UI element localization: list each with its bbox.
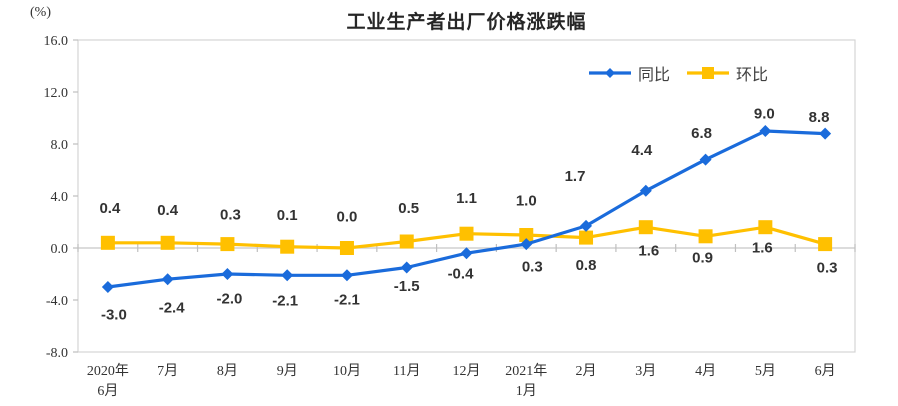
data-label-环比: 1.1 (456, 190, 477, 207)
data-point-marker-环比 (519, 228, 534, 242)
data-point-marker-同比 (101, 281, 114, 293)
data-label-环比: 0.3 (220, 206, 241, 223)
y-axis-label: 12.0 (44, 86, 69, 101)
x-axis-label: 9月 (277, 363, 298, 379)
legend-item-环比: 环比 (686, 61, 768, 85)
data-point-marker-环比 (100, 235, 115, 250)
data-point-marker-环比 (698, 229, 713, 244)
series-line-同比 (106, 129, 827, 289)
data-label-环比: 0.1 (277, 207, 298, 224)
data-point-marker-环比 (579, 230, 594, 245)
data-point-marker-环比 (399, 234, 414, 249)
y-axis-unit-label: (%) (30, 5, 51, 20)
data-label-环比: 0.4 (99, 200, 121, 217)
data-point-marker-同比 (819, 127, 832, 140)
x-axis-label: 10月 (333, 363, 361, 379)
data-label-同比: 6.8 (691, 125, 712, 142)
data-label-环比: 1.6 (752, 239, 773, 256)
data-label-同比: 8.8 (809, 109, 830, 126)
legend-item-同比: 同比 (588, 61, 670, 85)
data-label-环比: 0.8 (576, 257, 597, 274)
data-label-环比: 0.5 (398, 200, 419, 217)
x-axis-label: 2020年 (87, 363, 129, 379)
x-axis-label: 5月 (755, 363, 776, 379)
chart-title: 工业生产者出厂价格涨跌幅 (346, 12, 587, 33)
x-axis-label: 3月 (635, 363, 656, 379)
data-point-marker-环比 (339, 241, 354, 255)
data-point-marker-同比 (580, 219, 593, 232)
data-label-同比: 4.4 (631, 142, 653, 159)
data-point-marker-环比 (818, 237, 833, 252)
data-point-marker-同比 (400, 261, 413, 274)
legend-label: 同比 (638, 67, 671, 84)
x-axis-label: 4月 (695, 363, 716, 379)
data-point-marker-同比 (161, 273, 174, 286)
data-point-marker-环比 (638, 220, 653, 235)
data-label-环比: 0.9 (692, 250, 713, 267)
x-axis-label: 6月 (815, 363, 836, 379)
data-label-同比: 0.3 (522, 258, 543, 275)
legend-label: 环比 (736, 67, 769, 84)
x-axis-label: 12月 (453, 363, 481, 379)
data-label-同比: -2.1 (272, 293, 298, 310)
data-label-环比: 1.6 (638, 242, 659, 259)
data-label-环比: 1.0 (516, 192, 537, 209)
x-axis-label: 11月 (393, 363, 420, 379)
y-axis-label: -4.0 (46, 294, 68, 309)
data-label-同比: 9.0 (754, 105, 775, 122)
data-point-marker-同比 (639, 184, 652, 197)
x-axis-label: 6月 (97, 383, 118, 399)
data-label-同比: 1.7 (565, 168, 586, 185)
data-point-marker-同比 (520, 238, 533, 251)
x-axis-label: 2月 (576, 363, 597, 379)
legend-marker-diamond-icon (589, 68, 631, 78)
data-label-同比: -3.0 (101, 306, 127, 323)
data-point-marker-同比 (699, 153, 712, 166)
data-point-marker-环比 (758, 220, 773, 235)
data-label-环比: 0.3 (817, 259, 838, 276)
y-axis-label: 4.0 (51, 190, 69, 205)
data-point-marker-同比 (460, 247, 473, 260)
data-point-marker-同比 (759, 125, 772, 137)
data-point-marker-同比 (221, 268, 234, 280)
chart-legend: 同比 环比 (588, 61, 768, 85)
x-axis-label: 2021年 (505, 363, 547, 379)
data-point-marker-环比 (459, 226, 474, 241)
data-label-环比: 0.4 (157, 202, 179, 219)
data-point-marker-同比 (281, 269, 294, 282)
y-axis-label: -8.0 (46, 346, 68, 361)
data-label-同比: -1.5 (394, 278, 420, 295)
data-point-marker-环比 (220, 237, 235, 252)
data-label-环比: 0.0 (337, 208, 358, 225)
x-axis-label: 8月 (217, 363, 238, 379)
y-axis-label: 16.0 (44, 34, 69, 49)
data-point-marker-环比 (160, 235, 175, 250)
data-label-同比: -2.4 (159, 299, 186, 316)
x-axis-label: 1月 (516, 383, 537, 399)
x-axis-label: 7月 (157, 363, 178, 379)
y-axis-label: 0.0 (51, 242, 69, 257)
legend-marker-square-icon (687, 67, 730, 79)
data-label-同比: -0.4 (448, 265, 475, 282)
data-label-同比: -2.1 (334, 292, 360, 309)
y-axis-label: 8.0 (51, 138, 69, 153)
data-point-marker-同比 (340, 269, 353, 282)
data-label-同比: -2.0 (216, 290, 242, 307)
data-point-marker-环比 (280, 239, 295, 254)
